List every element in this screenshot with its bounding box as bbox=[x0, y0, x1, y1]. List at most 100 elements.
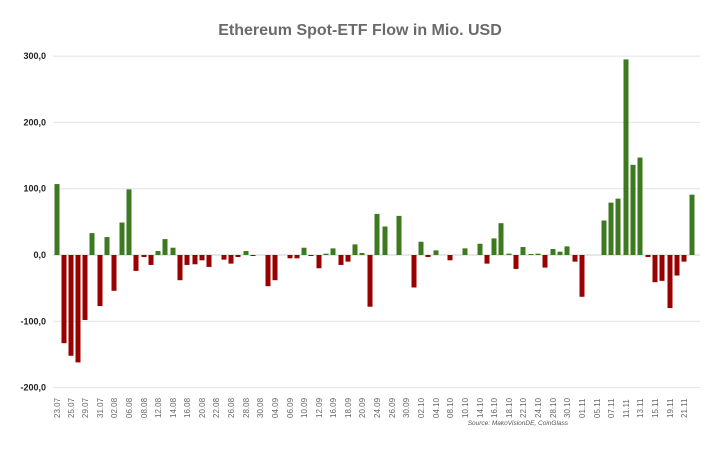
outflow-bar bbox=[235, 255, 241, 257]
x-tick-label: 30.08 bbox=[256, 397, 265, 418]
y-tick-label: 200,0 bbox=[23, 117, 46, 127]
y-tick-label: 0,0 bbox=[33, 250, 46, 260]
x-tick-label: 02.10 bbox=[417, 397, 426, 418]
x-tick-label: 08.08 bbox=[140, 397, 149, 418]
x-tick-label: 18.10 bbox=[505, 397, 514, 418]
outflow-bar bbox=[367, 255, 373, 307]
outflow-bar bbox=[345, 255, 351, 262]
outflow-bar bbox=[133, 255, 139, 271]
y-tick-label: 100,0 bbox=[23, 184, 46, 194]
outflow-bar bbox=[645, 255, 651, 257]
outflow-bar bbox=[659, 255, 665, 281]
chart-title: Ethereum Spot-ETF Flow in Mio. USD bbox=[218, 22, 502, 39]
inflow-bar bbox=[601, 220, 607, 255]
outflow-bar bbox=[652, 255, 658, 283]
x-tick-label: 04.10 bbox=[432, 397, 441, 418]
x-tick-label: 06.09 bbox=[286, 397, 295, 418]
inflow-bar bbox=[528, 254, 534, 255]
outflow-bar bbox=[338, 255, 344, 265]
inflow-bar bbox=[382, 226, 388, 255]
bars bbox=[54, 59, 695, 363]
x-tick-label: 15.11 bbox=[651, 398, 660, 418]
outflow-bar bbox=[579, 255, 585, 297]
x-tick-label: 08.10 bbox=[446, 397, 455, 418]
inflow-bar bbox=[352, 244, 358, 255]
x-tick-label: 24.10 bbox=[534, 397, 543, 418]
inflow-bar bbox=[359, 253, 365, 255]
inflow-bar bbox=[374, 213, 380, 255]
outflow-bar bbox=[184, 255, 190, 265]
outflow-bar bbox=[674, 255, 680, 276]
outflow-bar bbox=[177, 255, 183, 281]
x-tick-label: 25.07 bbox=[67, 397, 76, 418]
inflow-bar bbox=[689, 194, 695, 255]
inflow-bar bbox=[162, 239, 168, 255]
x-axis-ticks: 23.07 25.07 29.07 31.07 02.08 06.08 08.08 12.08… bbox=[53, 397, 689, 418]
outflow-bar bbox=[542, 255, 548, 268]
outflow-bar bbox=[265, 255, 271, 287]
x-tick-label: 20.08 bbox=[198, 397, 207, 418]
x-tick-label: 06.08 bbox=[125, 397, 134, 418]
x-tick-label: 12.09 bbox=[315, 397, 324, 418]
inflow-bar bbox=[462, 248, 468, 255]
outflow-bar bbox=[148, 255, 154, 265]
outflow-bar bbox=[75, 255, 81, 363]
y-tick-label: -200,0 bbox=[20, 383, 46, 393]
x-tick-label: 28.10 bbox=[549, 397, 558, 418]
inflow-bar bbox=[330, 248, 336, 255]
inflow-bar bbox=[630, 164, 636, 255]
inflow-bar bbox=[54, 184, 60, 255]
inflow-bar bbox=[623, 59, 629, 255]
x-tick-label: 22.10 bbox=[519, 397, 528, 418]
outflow-bar bbox=[141, 255, 147, 257]
x-tick-label: 07.11 bbox=[607, 398, 616, 418]
x-tick-label: 10.10 bbox=[461, 397, 470, 418]
inflow-bar bbox=[433, 250, 439, 255]
inflow-bar bbox=[170, 247, 176, 255]
outflow-bar bbox=[681, 255, 687, 262]
outflow-bar bbox=[206, 255, 212, 267]
outflow-bar bbox=[572, 255, 578, 262]
x-tick-label: 11.11 bbox=[622, 399, 631, 418]
outflow-bar bbox=[250, 255, 256, 256]
inflow-bar bbox=[520, 247, 526, 255]
outflow-bar bbox=[316, 255, 322, 269]
inflow-bar bbox=[126, 189, 132, 255]
x-tick-label: 31.07 bbox=[96, 397, 105, 418]
inflow-bar bbox=[535, 253, 541, 255]
x-tick-label: 22.08 bbox=[212, 397, 221, 418]
inflow-bar bbox=[564, 246, 570, 255]
y-tick-label: 300,0 bbox=[23, 51, 46, 61]
x-tick-label: 28.08 bbox=[242, 397, 251, 418]
x-tick-label: 14.10 bbox=[476, 397, 485, 418]
outflow-bar bbox=[82, 255, 88, 320]
inflow-bar bbox=[301, 247, 307, 255]
source-note: Source: MakoVisionDE, CoinGlass bbox=[467, 420, 568, 427]
y-tick-label: -100,0 bbox=[20, 316, 46, 326]
outflow-bar bbox=[228, 255, 234, 264]
outflow-bar bbox=[68, 255, 74, 356]
x-tick-label: 18.09 bbox=[344, 397, 353, 418]
inflow-bar bbox=[550, 249, 556, 255]
inflow-bar bbox=[557, 251, 563, 255]
outflow-bar bbox=[667, 255, 673, 309]
outflow-bar bbox=[484, 255, 490, 264]
inflow-bar bbox=[608, 202, 614, 255]
x-tick-label: 29.07 bbox=[81, 397, 90, 418]
x-tick-label: 26.08 bbox=[227, 397, 236, 418]
x-tick-label: 10.09 bbox=[300, 397, 309, 418]
outflow-bar bbox=[111, 255, 117, 291]
outflow-bar bbox=[425, 255, 431, 257]
x-tick-label: 24.09 bbox=[373, 397, 382, 418]
x-tick-label: 02.08 bbox=[110, 397, 119, 418]
inflow-bar bbox=[155, 251, 161, 255]
inflow-bar bbox=[396, 215, 402, 255]
x-tick-label: 21.11 bbox=[680, 398, 689, 418]
outflow-bar bbox=[61, 255, 67, 344]
x-tick-label: 16.09 bbox=[329, 397, 338, 418]
outflow-bar bbox=[447, 255, 453, 261]
x-tick-label: 30.09 bbox=[402, 397, 411, 418]
x-tick-label: 30.10 bbox=[563, 397, 572, 418]
outflow-bar bbox=[294, 255, 300, 259]
